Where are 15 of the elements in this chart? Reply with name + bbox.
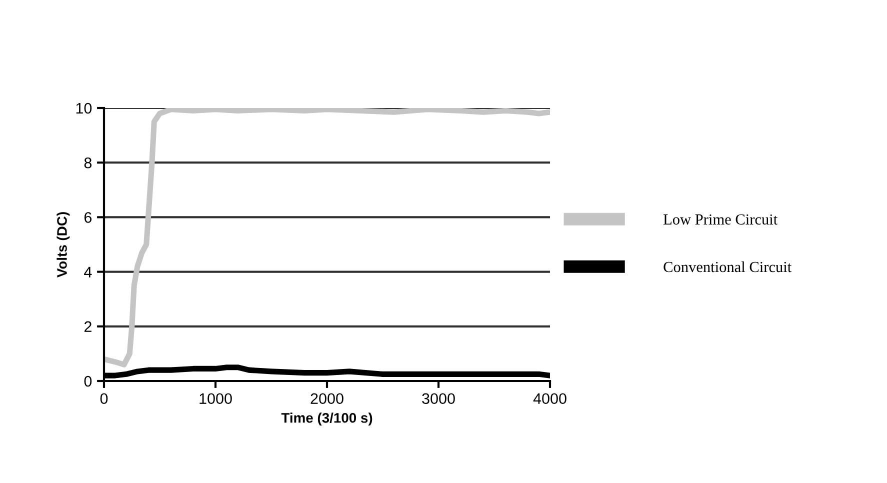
- y-tick-label: 8: [84, 157, 92, 168]
- x-axis-title: Time (3/100 s): [281, 412, 372, 426]
- x-tick-label: 1000: [200, 393, 232, 404]
- y-tick-label: 0: [84, 376, 92, 387]
- y-tick-label: 4: [84, 266, 92, 278]
- text: Low Prime Circuit: [663, 214, 778, 225]
- text: Conventional Circuit: [664, 261, 792, 272]
- x-tick-label: 3000: [422, 393, 455, 404]
- y-axis-title: Volts (DC): [56, 212, 70, 278]
- y-tick-label: 10: [76, 102, 92, 114]
- x-tick-label: 4000: [533, 393, 566, 404]
- x-tick-label: 0: [100, 393, 108, 404]
- y-tick-label: 6: [84, 212, 92, 223]
- y-tick-label: 2: [84, 321, 92, 332]
- x-tick-label: 2000: [310, 393, 344, 404]
